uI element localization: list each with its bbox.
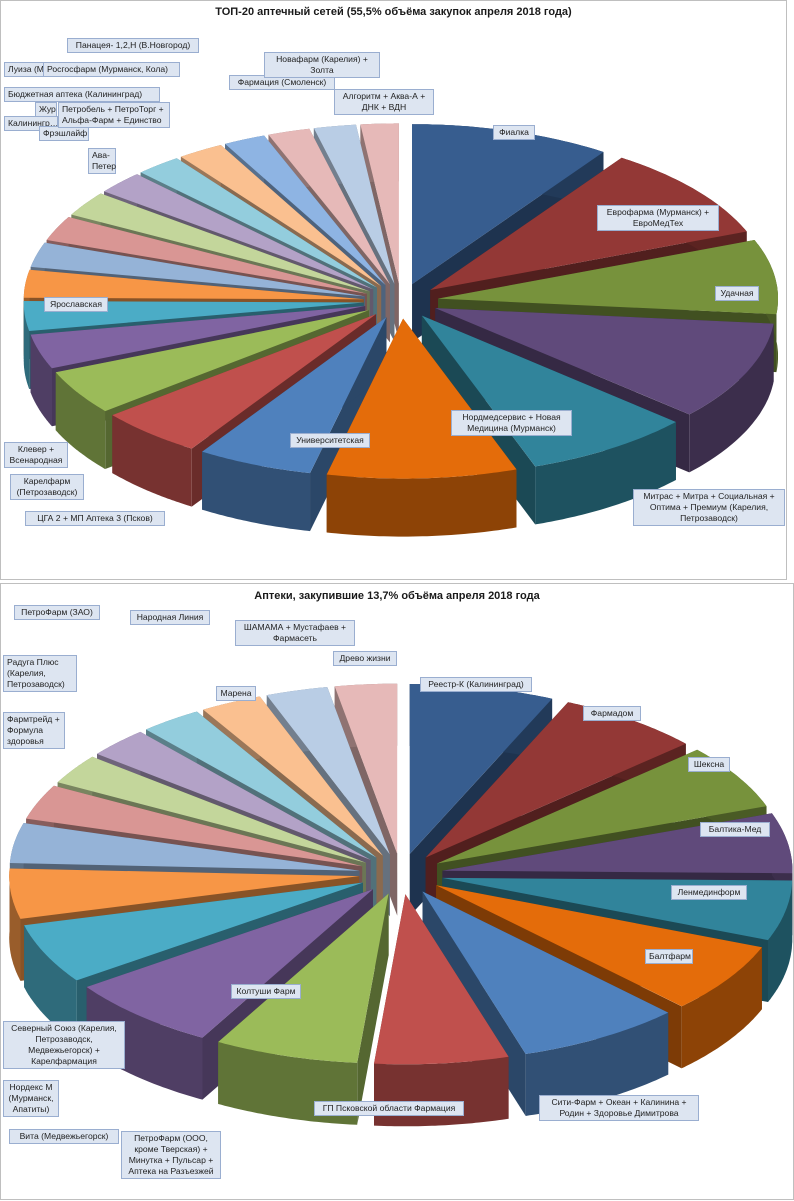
data-label: Алгоритм + Аква-А + ДНК + ВДН xyxy=(334,89,434,115)
data-label: Колтуши Фарм xyxy=(231,984,301,999)
data-label: Вита (Медвежьегорск) xyxy=(9,1129,119,1144)
pie-chart-svg xyxy=(9,683,793,1127)
data-label: Бюджетная аптека (Калининград) xyxy=(4,87,160,102)
data-label: ПетроФарм (ООО, кроме Тверская) + Минутк… xyxy=(121,1131,221,1179)
pie-slice xyxy=(374,894,509,1127)
data-label: Карелфарм (Петрозаводск) xyxy=(10,474,84,500)
data-label: Фармтрейд + Формула здоровья xyxy=(3,712,65,749)
chart-title: Аптеки, закупившие 13,7% объёма апреля 2… xyxy=(254,590,540,602)
data-label: Ава-Петер xyxy=(88,148,116,174)
data-label: Митрас + Митра + Социальная + Оптима + П… xyxy=(633,489,785,526)
data-label: Фармадом xyxy=(583,706,641,721)
data-label: Луиза (Мурманск) xyxy=(4,62,48,77)
data-label: Журавли xyxy=(35,102,57,117)
data-label: Клевер + Всенародная xyxy=(4,442,68,468)
data-label: Ленмединформ xyxy=(671,885,747,900)
data-label: Древо жизни xyxy=(333,651,397,666)
data-label: Сити-Фарм + Океан + Калинина + Родин + З… xyxy=(539,1095,699,1121)
data-label: Балтфарм xyxy=(645,949,693,964)
data-label: Росгосфарм (Мурманск, Кола) xyxy=(43,62,180,77)
data-label: ГП Псковской области Фармация xyxy=(314,1101,464,1116)
data-label: Ярославская xyxy=(44,297,108,312)
data-label: Радуга Плюс (Карелия, Петрозаводск) xyxy=(3,655,77,692)
data-label: Нордекс М (Мурманск, Апатиты) xyxy=(3,1080,59,1117)
data-label: Марена xyxy=(216,686,256,701)
data-label: Петробель + ПетроТорг + Альфа-Фарм + Еди… xyxy=(58,102,170,128)
data-label: Еврофарма (Мурманск) + ЕвроМедТех xyxy=(597,205,719,231)
data-label: Фрэшлайф xyxy=(39,126,89,141)
data-label: Шексна xyxy=(688,757,730,772)
data-label: Балтика-Мед xyxy=(700,822,770,837)
chart-13-7: Аптеки, закупившие 13,7% объёма апреля 2… xyxy=(0,583,794,1200)
chart-title: ТОП-20 аптечный сетей (55,5% объёма заку… xyxy=(215,6,572,18)
data-label: Удачная xyxy=(715,286,759,301)
data-label: Фиалка xyxy=(493,125,535,140)
data-label: ШАМАМА + Мустафаев + Фармасеть xyxy=(235,620,355,646)
data-label: Новафарм (Карелия) + Золта xyxy=(264,52,380,78)
data-label: Реестр-К (Калининград) xyxy=(420,677,532,692)
data-label: Северный Союз (Карелия, Петрозаводск, Ме… xyxy=(3,1021,125,1069)
data-label: Нордмедсервис + Новая Медицина (Мурманск… xyxy=(451,410,572,436)
data-label: Народная Линия xyxy=(130,610,210,625)
data-label: ЦГА 2 + МП Аптека 3 (Псков) xyxy=(25,511,165,526)
data-label: Панацея- 1,2,Н (В.Новгород) xyxy=(67,38,199,53)
data-label: Университетская xyxy=(290,433,370,448)
data-label: ПетроФарм (ЗАО) xyxy=(14,605,100,620)
pie-slice xyxy=(326,318,517,537)
